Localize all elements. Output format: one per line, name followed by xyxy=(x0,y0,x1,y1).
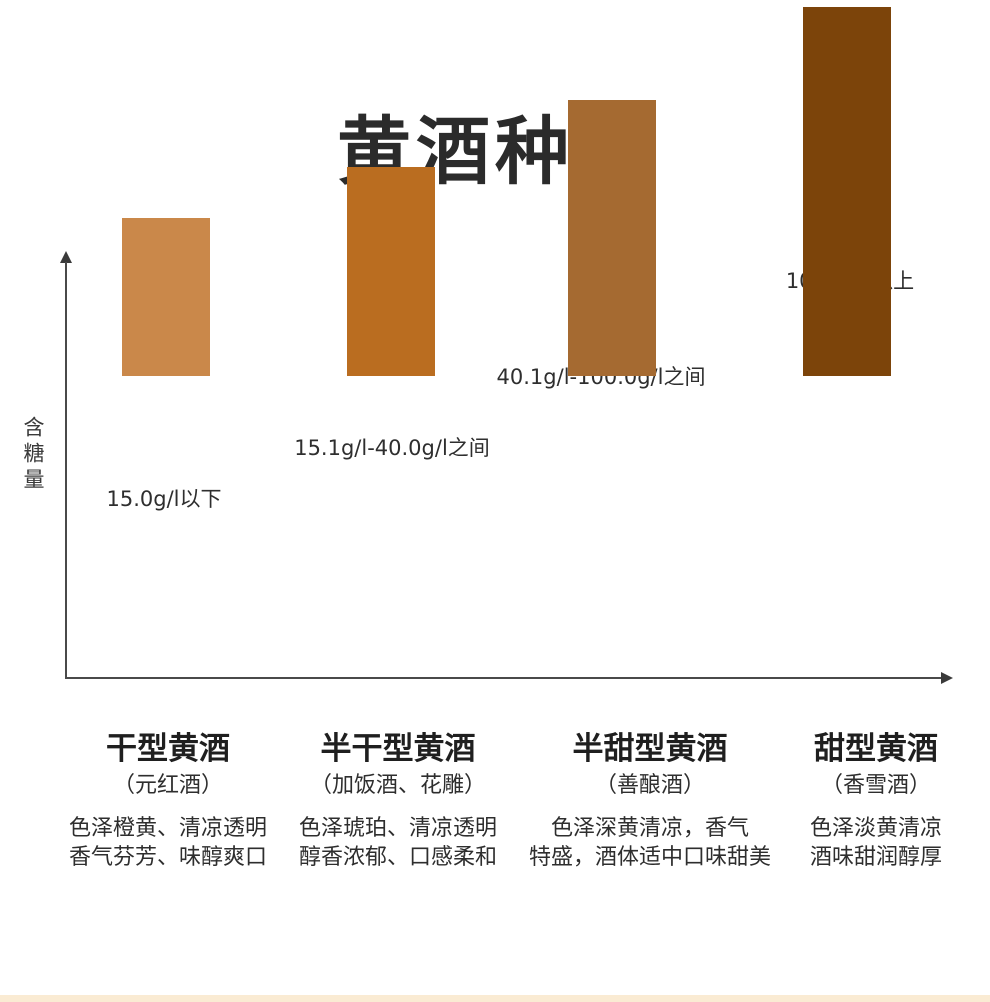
bar-dry-wine xyxy=(122,218,210,376)
category-alias: （元红酒） xyxy=(112,773,223,799)
y-axis-arrow-icon xyxy=(60,251,72,263)
category-alias: （加饭酒、花雕） xyxy=(309,773,486,799)
bar-chart: 含糖量 15.0g/l以下 15.1g/l-40.0g/l之间 40.1g/l-… xyxy=(21,7,953,684)
bar-value-label-semi-dry: 15.1g/l-40.0g/l之间 xyxy=(294,436,490,460)
category-semi-sweet-wine: 半甜型黄酒 （善酿酒） 色泽深黄清凉，香气 特盛，酒体适中口味甜美 xyxy=(500,731,800,872)
category-description-line2: 香气芬芳、味醇爽口 xyxy=(68,844,267,870)
category-description: 色泽深黄清凉，香气 特盛，酒体适中口味甜美 xyxy=(500,814,800,872)
category-description: 色泽琥珀、清凉透明 醇香浓郁、口感柔和 xyxy=(248,814,548,872)
x-axis-line xyxy=(65,677,943,679)
bar-value-label-dry: 15.0g/l以下 xyxy=(106,487,222,511)
category-semi-dry-wine: 半干型黄酒 （加饭酒、花雕） 色泽琥珀、清凉透明 醇香浓郁、口感柔和 xyxy=(248,731,548,872)
bar-semi-sweet-wine xyxy=(568,100,656,376)
category-description: 色泽橙黄、清凉透明 香气芬芳、味醇爽口 xyxy=(18,814,318,872)
category-dry-wine: 干型黄酒 （元红酒） 色泽橙黄、清凉透明 香气芬芳、味醇爽口 xyxy=(18,731,318,872)
x-axis-arrow-icon xyxy=(941,672,953,684)
category-alias: （香雪酒） xyxy=(820,773,931,799)
decor-bottom-strip xyxy=(0,995,990,1002)
y-axis-label: 含糖量 xyxy=(21,416,45,494)
category-description-line2: 酒味甜润醇厚 xyxy=(809,844,942,870)
category-name: 半干型黄酒 xyxy=(320,731,476,767)
category-name: 半甜型黄酒 xyxy=(572,731,728,767)
y-axis-line xyxy=(65,262,67,679)
category-name: 干型黄酒 xyxy=(106,731,230,767)
category-description-line1: 色泽深黄清凉，香气 xyxy=(550,815,749,841)
category-alias: （善酿酒） xyxy=(594,773,705,799)
category-description-line1: 色泽琥珀、清凉透明 xyxy=(298,815,497,841)
bar-semi-dry-wine xyxy=(347,167,435,376)
category-description-line2: 特盛，酒体适中口味甜美 xyxy=(528,844,771,870)
category-description-line2: 醇香浓郁、口感柔和 xyxy=(298,844,497,870)
category-description-line1: 色泽淡黄清凉 xyxy=(809,815,942,841)
category-description: 色泽淡黄清凉 酒味甜润醇厚 xyxy=(726,814,990,872)
category-description-line1: 色泽橙黄、清凉透明 xyxy=(68,815,267,841)
category-sweet-wine: 甜型黄酒 （香雪酒） 色泽淡黄清凉 酒味甜润醇厚 xyxy=(726,731,990,872)
bar-sweet-wine xyxy=(803,7,891,376)
category-name: 甜型黄酒 xyxy=(814,731,938,767)
